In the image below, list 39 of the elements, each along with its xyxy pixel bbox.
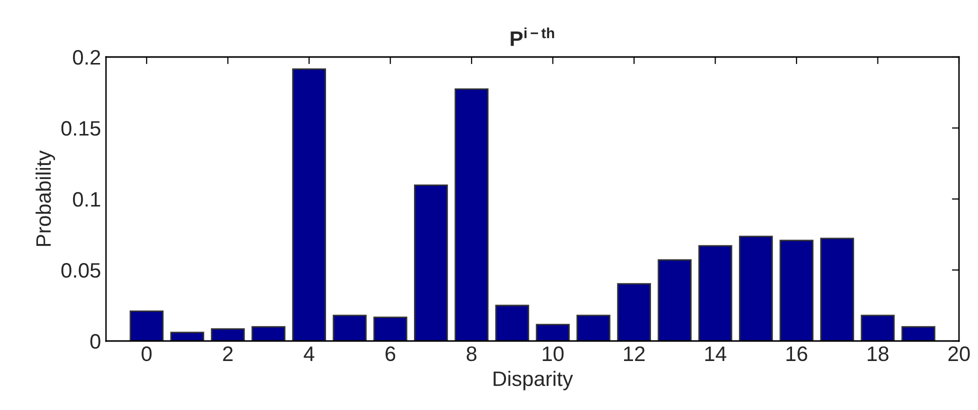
bar [373, 316, 408, 341]
bar [252, 326, 286, 341]
bar [901, 326, 936, 341]
bar [495, 304, 530, 341]
x-tick-label: 16 [786, 346, 808, 362]
x-tick-label: 2 [223, 346, 233, 361]
bar [130, 310, 164, 341]
x-tick-label: 10 [542, 346, 564, 362]
bar [292, 68, 326, 341]
chart-title: P$^{i−th}$ [510, 28, 554, 46]
y-tick-label: 0.2 [72, 50, 100, 65]
x-tick-label: 20 [948, 346, 970, 362]
bar [738, 236, 773, 341]
bar [536, 324, 570, 341]
bar [780, 240, 814, 341]
x-tick-label: 0 [142, 346, 152, 362]
bar [617, 283, 651, 341]
x-tick-label: 4 [304, 346, 314, 361]
x-tick-label: 6 [386, 346, 396, 362]
bar [860, 314, 895, 341]
y-tick-label: 0.15 [61, 121, 100, 136]
bar [820, 238, 854, 341]
bar [332, 314, 367, 341]
x-tick-label: 12 [624, 346, 645, 361]
y-axis-title: Probability [36, 150, 56, 246]
bar [210, 328, 245, 341]
bar [414, 184, 448, 341]
bar [170, 332, 204, 341]
bar [698, 245, 732, 341]
y-tick-label: 0 [90, 334, 100, 349]
x-tick-label: 8 [466, 346, 476, 362]
y-tick-label: 0.05 [61, 263, 100, 278]
bar [576, 314, 610, 341]
bar [658, 259, 692, 341]
bar [454, 88, 489, 341]
y-tick-label: 0.1 [72, 192, 100, 207]
x-tick-label: 18 [868, 346, 888, 362]
x-tick-label: 14 [705, 346, 726, 361]
x-axis-title: Disparity [494, 370, 573, 390]
